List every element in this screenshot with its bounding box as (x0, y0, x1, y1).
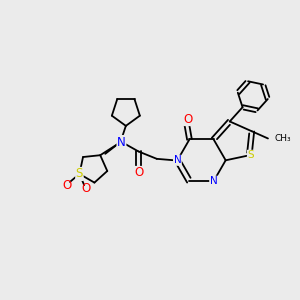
Text: N: N (173, 155, 181, 165)
Text: O: O (62, 179, 72, 192)
Text: S: S (76, 167, 83, 180)
Text: N: N (210, 176, 218, 186)
Text: S: S (248, 150, 254, 160)
Text: CH₃: CH₃ (274, 134, 291, 143)
Text: O: O (134, 167, 143, 179)
Text: N: N (117, 136, 126, 148)
Text: O: O (184, 112, 193, 125)
Text: O: O (82, 182, 91, 195)
